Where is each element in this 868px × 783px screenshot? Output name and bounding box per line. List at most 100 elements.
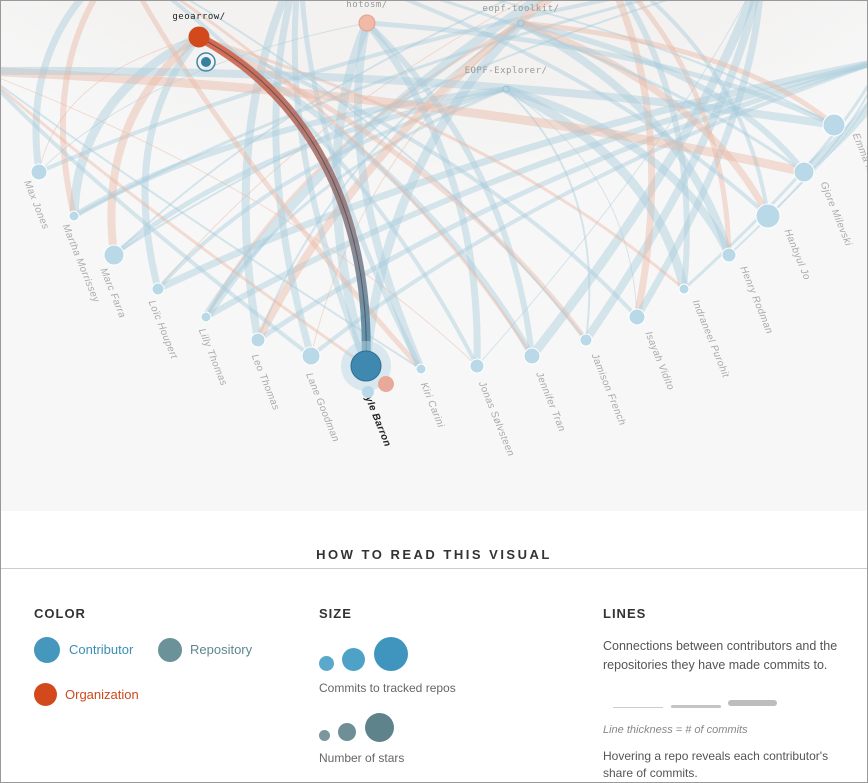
- links: [1, 1, 867, 371]
- link: [1, 84, 422, 370]
- contributor-swatch: [34, 637, 60, 663]
- repository-node: [201, 57, 211, 67]
- repository-node: [188, 26, 210, 48]
- link: [38, 1, 611, 174]
- contributor-node: [822, 113, 846, 137]
- link: [107, 33, 202, 256]
- link: [1, 88, 313, 358]
- link: [156, 60, 867, 293]
- link: [801, 101, 867, 176]
- size-swatch: [374, 637, 408, 671]
- contributor-node: [523, 347, 541, 365]
- contributor-node: [250, 332, 266, 348]
- repository-node: [517, 19, 525, 27]
- link: [257, 22, 522, 341]
- repository-swatch: [158, 638, 182, 662]
- link: [157, 1, 524, 290]
- lines-thickness-label: Line thickness = # of commits: [603, 724, 748, 736]
- contributor-node: [628, 308, 646, 326]
- repository-label: EOPF-Explorer/: [465, 66, 548, 76]
- link: [519, 19, 733, 257]
- repository-label: eopf-toolkit/: [483, 4, 560, 14]
- contributor-node: [469, 358, 485, 374]
- link: [113, 1, 508, 256]
- contributor-node: [579, 333, 593, 347]
- contributor-label: Contributor: [69, 642, 134, 657]
- link: [495, 1, 835, 126]
- size-swatch: [319, 730, 330, 741]
- link: [300, 1, 424, 371]
- link: [366, 20, 836, 128]
- repository-node: [378, 376, 394, 392]
- link: [520, 20, 807, 174]
- contributor-node: [200, 311, 212, 323]
- link: [141, 34, 202, 290]
- lines-description: Connections between contributors and the…: [603, 639, 838, 672]
- contributor-node: [793, 161, 815, 183]
- link: [519, 19, 772, 218]
- link: [178, 1, 534, 357]
- contributor-node: [151, 282, 165, 296]
- line-sample: [671, 705, 721, 708]
- contributor-node: [30, 163, 48, 181]
- contributor-node: [350, 350, 382, 382]
- link: [1, 66, 835, 129]
- repository-label: geoarrow/: [172, 12, 225, 22]
- link: [202, 1, 544, 320]
- repository-node: [358, 14, 376, 32]
- contributor-node: [68, 210, 80, 222]
- repository-node: [196, 52, 216, 72]
- link: [73, 1, 646, 218]
- link: [364, 20, 535, 357]
- size-swatch: [342, 648, 365, 671]
- link: [256, 62, 867, 343]
- link: [439, 1, 805, 174]
- repository-node: [362, 386, 374, 398]
- link: [1, 67, 806, 177]
- lines-hover-label: Hovering a repo reveals each contributor…: [603, 749, 829, 780]
- line-sample: [728, 700, 777, 706]
- link: [156, 87, 507, 291]
- link: [241, 1, 288, 341]
- link: [170, 1, 479, 367]
- highlight-link-core: [198, 36, 367, 367]
- organization-swatch: [34, 683, 57, 706]
- link: [353, 22, 425, 371]
- link: [291, 1, 369, 368]
- legend-heading: HOW TO READ THIS VISUAL: [316, 547, 552, 562]
- link: [32, 1, 84, 173]
- link: [505, 88, 591, 341]
- link: [72, 86, 507, 219]
- link: [504, 85, 733, 257]
- link: [112, 86, 507, 257]
- link: [198, 35, 639, 319]
- link: [633, 1, 763, 319]
- network-visual: geoarrow/hotosm/eopf-toolkit/EOPF-Explor…: [1, 1, 867, 511]
- link: [310, 22, 522, 357]
- link: [38, 22, 368, 173]
- line-sample: [613, 707, 663, 708]
- link: [635, 1, 732, 256]
- link: [254, 1, 553, 342]
- link: [272, 1, 315, 357]
- link: [59, 1, 97, 217]
- organization-label: Organization: [65, 687, 139, 702]
- contributor-node: [721, 247, 737, 263]
- link: [38, 36, 200, 173]
- contributor-node: [678, 283, 690, 295]
- link: [197, 34, 589, 342]
- size-swatch: [338, 723, 356, 741]
- repository-label: hotosm/: [346, 1, 387, 10]
- link: [188, 1, 587, 341]
- repository-label: Repository: [190, 642, 253, 657]
- size-title: SIZE: [319, 606, 352, 621]
- link: [204, 87, 507, 318]
- link: [69, 32, 201, 217]
- link: [198, 35, 685, 291]
- legend: HOW TO READ THIS VISUAL COLOR Contributo…: [1, 511, 867, 782]
- link: [504, 84, 689, 290]
- lines-title: LINES: [603, 606, 647, 621]
- divider: [1, 568, 867, 569]
- repository-node: [502, 85, 510, 93]
- link: [204, 61, 867, 320]
